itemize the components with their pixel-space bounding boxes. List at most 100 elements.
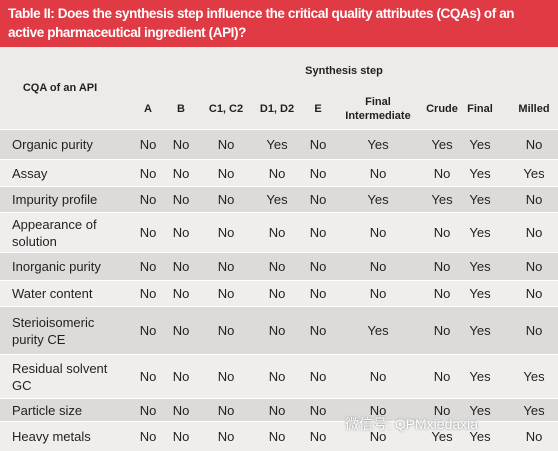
cell-value: No — [139, 286, 157, 301]
column-header: A — [144, 103, 152, 115]
cell-value: No — [139, 137, 157, 152]
cell-value: Yes — [523, 369, 545, 384]
cell-value: No — [139, 165, 157, 181]
row-label: Inorganic purity — [12, 259, 101, 274]
cell-value: No — [369, 429, 387, 444]
cell-value: No — [309, 429, 327, 444]
column-header: Final — [467, 103, 493, 115]
row-background — [0, 187, 558, 212]
cell-value: Yes — [469, 323, 491, 338]
cell-value: Yes — [431, 429, 453, 444]
cell-value: No — [217, 259, 235, 274]
column-header: Milled — [518, 103, 550, 115]
column-header: Crude — [426, 103, 458, 115]
cell-value: No — [369, 402, 387, 418]
cell-value: No — [369, 369, 387, 384]
cell-value: No — [139, 225, 157, 240]
cell-value: No — [525, 259, 543, 274]
cell-value: No — [217, 225, 235, 240]
cell-value: Yes — [367, 137, 389, 152]
row-label: Appearance of solution — [12, 216, 97, 249]
cell-value: No — [433, 402, 451, 418]
cell-value: No — [309, 137, 327, 152]
corner-header: CQA of an API — [22, 82, 98, 94]
column-header: B — [177, 103, 185, 115]
row-background — [0, 422, 558, 451]
cell-value: No — [217, 165, 235, 181]
cell-value: Yes — [266, 137, 288, 152]
cell-value: Yes — [469, 286, 491, 301]
cell-value: No — [369, 286, 387, 301]
cell-value: No — [309, 323, 327, 338]
cell-value: No — [309, 225, 327, 240]
cell-value: No — [268, 402, 286, 418]
cell-value: No — [309, 286, 327, 301]
cell-value: Yes — [523, 402, 545, 418]
cell-value: No — [217, 286, 235, 301]
cell-value: No — [139, 323, 157, 338]
row-label: Water content — [12, 286, 93, 301]
cell-value: No — [433, 165, 451, 181]
cell-value: No — [268, 165, 286, 181]
column-header: E — [314, 103, 322, 115]
cell-value: No — [525, 286, 543, 301]
cell-value: No — [268, 323, 286, 338]
cell-value: Yes — [266, 192, 288, 207]
cell-value: No — [309, 369, 327, 384]
cell-value: No — [139, 259, 157, 274]
cell-value: No — [172, 369, 190, 384]
cell-value: No — [172, 286, 190, 301]
row-label: Residual solvent GC — [12, 360, 108, 393]
cell-value: Yes — [469, 259, 491, 274]
row-background — [0, 253, 558, 280]
cell-value: No — [172, 323, 190, 338]
cell-value: Yes — [469, 137, 491, 152]
cell-value: Yes — [469, 402, 491, 418]
cell-value: No — [217, 402, 235, 418]
row-label: Sterioisomeric purity CE — [12, 314, 95, 347]
cell-value: No — [433, 369, 451, 384]
cell-value: No — [525, 225, 543, 240]
column-header: C1, C2 — [208, 103, 244, 115]
cell-value: Yes — [431, 137, 453, 152]
cell-value: No — [309, 165, 327, 181]
cell-value: Yes — [469, 225, 491, 240]
cell-value: No — [217, 192, 235, 207]
cell-value: No — [433, 259, 451, 274]
cell-value: No — [172, 259, 190, 274]
cell-value: Yes — [523, 165, 545, 181]
cell-value: Yes — [469, 369, 491, 384]
cell-value: No — [268, 369, 286, 384]
cell-value: No — [217, 429, 235, 444]
cell-value: No — [268, 225, 286, 240]
watermark: 微信号: QPMxiedaxia — [345, 416, 479, 432]
cell-value: No — [217, 369, 235, 384]
cell-value: No — [268, 429, 286, 444]
cell-value: No — [172, 225, 190, 240]
row-background — [0, 281, 558, 306]
cell-value: Yes — [469, 429, 491, 444]
cell-value: Yes — [367, 323, 389, 338]
cell-value: No — [525, 192, 543, 207]
cell-value: No — [139, 192, 157, 207]
row-background — [0, 130, 558, 159]
row-label: Particle size — [12, 402, 83, 418]
row-background — [0, 160, 558, 186]
header-background — [0, 47, 558, 129]
row-background — [0, 307, 558, 354]
cell-value: No — [139, 429, 157, 444]
cell-value: No — [172, 192, 190, 207]
cell-value: Yes — [469, 192, 491, 207]
cell-value: No — [172, 165, 190, 181]
cell-value: No — [525, 137, 543, 152]
row-label: Impurity profile — [12, 192, 98, 207]
cell-value: No — [309, 402, 327, 418]
cell-value: Yes — [469, 165, 491, 181]
cell-value: No — [433, 323, 451, 338]
cell-value: No — [172, 402, 190, 418]
cell-value: No — [172, 137, 190, 152]
cell-value: Yes — [367, 192, 389, 207]
cell-value: No — [217, 137, 235, 152]
cell-value: No — [268, 259, 286, 274]
